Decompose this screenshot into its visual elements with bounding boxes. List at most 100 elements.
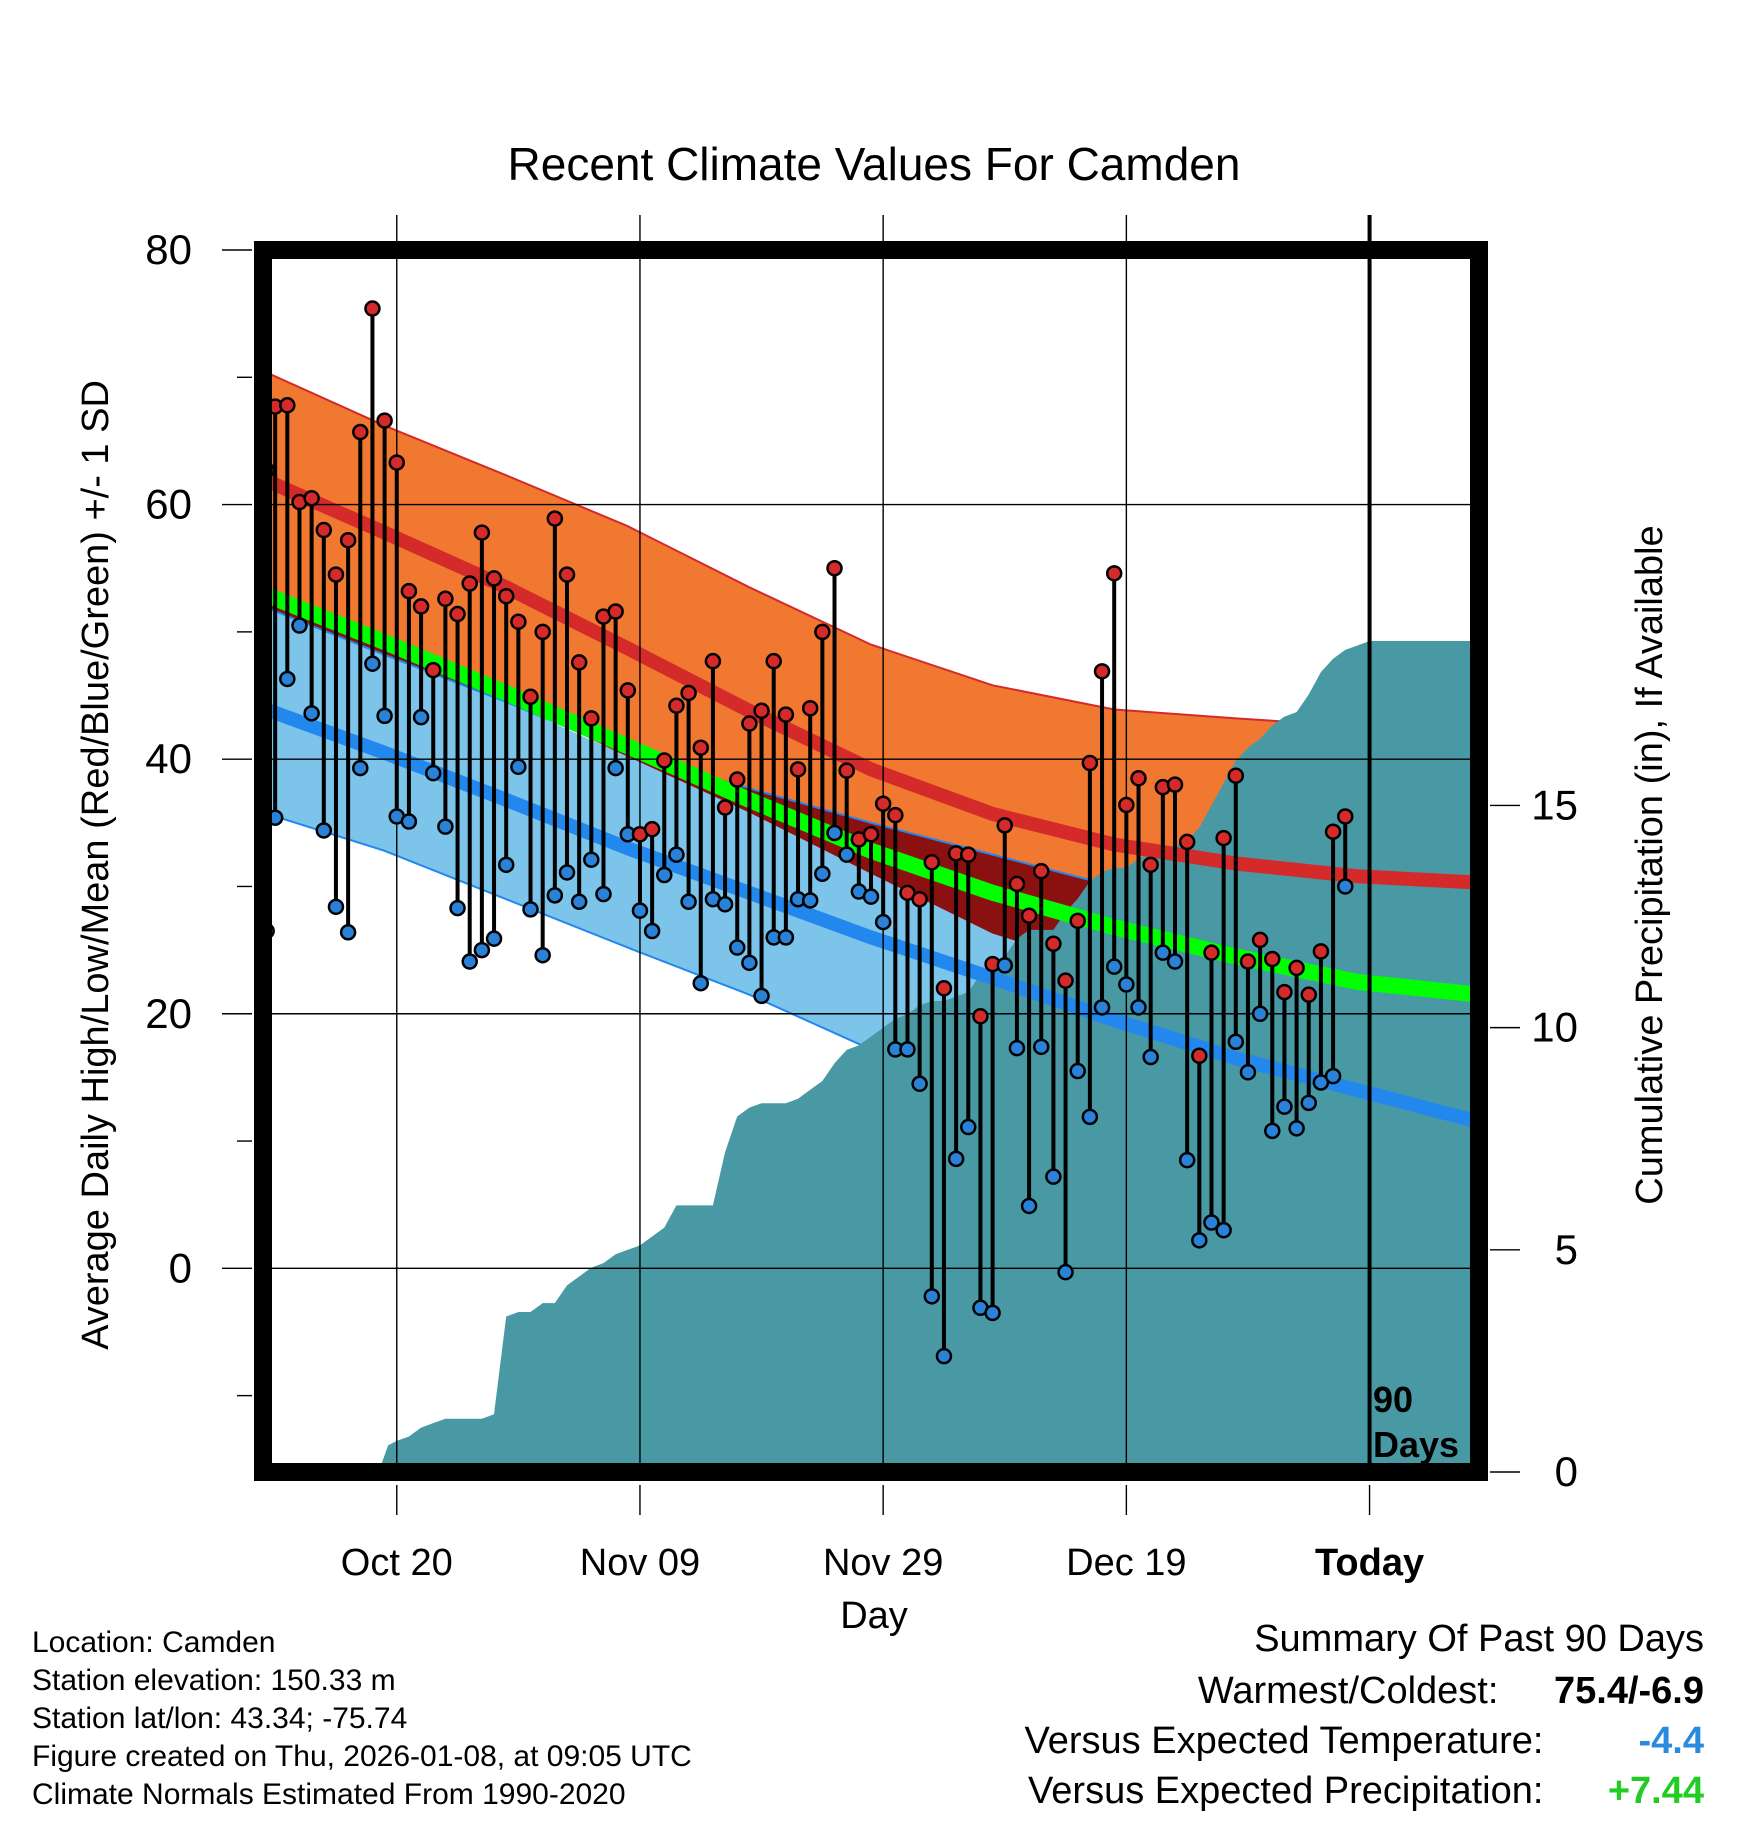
high-temp-point: [315, 521, 333, 539]
high-temp-point: [801, 700, 819, 717]
observations: [263, 0, 1364, 1365]
summary-title: Summary Of Past 90 Days: [1254, 1618, 1704, 1660]
temp-label: Versus Expected Temperature:: [1024, 1720, 1544, 1762]
low-temp-point: [485, 930, 503, 947]
low-temp-point: [1008, 1039, 1026, 1057]
low-temp-point: [680, 893, 697, 910]
high-temp-point: [887, 806, 904, 824]
high-temp-point: [364, 300, 381, 317]
high-temp-point: [376, 412, 393, 429]
low-mean-line: [263, 701, 1479, 1129]
low-temp-point: [558, 864, 576, 881]
low-temp-point: [716, 896, 734, 913]
low-temp-point: [1288, 1120, 1305, 1137]
high-temp-point: [1312, 943, 1330, 960]
high-temp-point: [935, 980, 953, 997]
temp-value: -4.4: [1638, 1720, 1704, 1762]
low-temp-point: [449, 899, 466, 917]
low-temp-point: [607, 759, 624, 777]
high-temp-point: [437, 590, 454, 608]
high-temp-point: [874, 795, 892, 812]
station-info: Location: Camden Station elevation: 150.…: [32, 1624, 692, 1814]
low-temp-point: [291, 617, 308, 634]
low-temp-point: [741, 954, 758, 972]
high-temp-point: [741, 715, 758, 732]
normals-text: Climate Normals Estimated From 1990-2020: [32, 1778, 626, 1811]
low-temp-point: [777, 929, 795, 946]
low-temp-point: [376, 707, 393, 725]
low-temp-point: [1069, 1062, 1086, 1080]
low-temp-point: [1142, 1048, 1159, 1066]
low-temp-point: [1166, 953, 1184, 970]
high-temp-point: [960, 846, 977, 863]
plot-frame: [254, 241, 1488, 1481]
low-temp-point: [473, 941, 491, 959]
high-temp-point: [1239, 953, 1257, 970]
warmest-value: 75.4/-6.9: [1554, 1670, 1704, 1712]
high-temp-point: [765, 652, 782, 670]
high-temp-point: [1227, 767, 1245, 784]
low-temp-point: [497, 856, 515, 874]
low-temp-point: [911, 1075, 928, 1093]
high-temp-point: [558, 566, 576, 583]
high-temp-point: [279, 397, 296, 414]
high-temp-point: [303, 489, 320, 507]
high-temp-point: [1215, 829, 1232, 847]
high-temp-point: [400, 582, 418, 600]
high-temp-point: [1142, 856, 1159, 874]
low-temp-point: [315, 822, 333, 839]
high-temp-point: [510, 613, 527, 630]
low-temp-point: [534, 946, 551, 964]
high-temp-point: [838, 762, 855, 779]
low-temp-point: [510, 758, 527, 776]
low-temp-point: [339, 924, 357, 941]
high-temp-point: [704, 652, 722, 670]
high-temp-point: [1203, 944, 1220, 961]
low-temp-point: [1178, 1151, 1196, 1169]
low-temp-point: [352, 759, 369, 777]
high-temp-point: [1081, 754, 1099, 772]
high-temp-point: [643, 820, 661, 838]
low-temp-point: [728, 939, 746, 956]
y-tick-label-left: 0: [169, 1244, 192, 1291]
low-temp-point: [327, 898, 345, 916]
high-temp-point: [656, 752, 673, 769]
precip-label: Versus Expected Precipitation:: [1028, 1770, 1544, 1812]
y-axis-label-left: Average Daily High/Low/Mean (Red/Blue/Gr…: [75, 380, 117, 1350]
low-temp-point: [1215, 1221, 1232, 1239]
low-temp-point: [1251, 1005, 1269, 1022]
low-temp-point: [1324, 1067, 1342, 1085]
low-temp-point: [947, 1150, 965, 1168]
summary-warmest-row: Warmest/Coldest: 75.4/-6.9: [1198, 1670, 1704, 1713]
low-temp-point: [1045, 1168, 1062, 1185]
y-tick-label-right: 15: [1531, 781, 1578, 828]
high-temp-point: [449, 605, 466, 623]
low-temp-point: [1264, 1122, 1281, 1140]
low-temp-point: [826, 824, 843, 842]
axes: 0 20 40 60 80 0 5 10 15 Oct 20 Nov 09 Nov 29 Dec 19 T…: [145, 226, 1578, 1584]
high-temp-point: [1045, 935, 1062, 952]
low-temp-point: [1350, 0, 1364, 7]
x-tick-label: Nov 29: [823, 1542, 943, 1584]
low-temp-point: [1227, 1033, 1245, 1051]
low-temp-point: [923, 1288, 941, 1305]
low-temp-point: [899, 1041, 916, 1058]
low-temp-point: [595, 885, 612, 903]
low-temp-point: [1130, 999, 1147, 1016]
high-temp-point: [1069, 912, 1086, 930]
low-temp-point: [960, 1118, 977, 1136]
low-temp-point: [461, 953, 478, 970]
high-temp-point: [473, 524, 491, 541]
low-temp-point: [424, 764, 442, 782]
high-temp-point: [1288, 959, 1305, 977]
high-temp-point: [1057, 972, 1074, 989]
high-temp-point: [862, 826, 880, 843]
low-temp-point: [1276, 1098, 1293, 1115]
high-temp-point: [972, 1008, 989, 1025]
x-tick-label: Dec 19: [1066, 1542, 1186, 1584]
high-temp-point: [352, 423, 369, 441]
high-temp-point: [1324, 823, 1342, 840]
low-temp-point: [400, 813, 418, 830]
high-temp-point: [1032, 862, 1050, 880]
low-temp-point: [1300, 1094, 1318, 1112]
